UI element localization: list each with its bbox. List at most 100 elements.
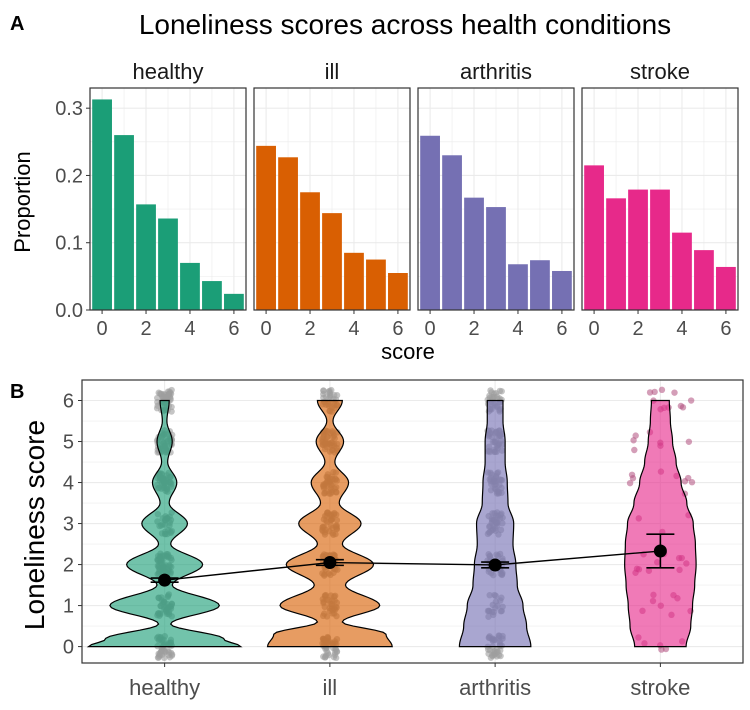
bar-ill-score-3 <box>322 213 342 310</box>
bar-healthy-score-1 <box>114 135 134 310</box>
bar-healthy-score-6 <box>224 293 244 310</box>
jitter-point <box>494 648 501 655</box>
facet-panels: healthy 0 2 4 6 ill 0 2 4 6 arthritis 0 2 4 6 stroke 0 2 4… <box>89 59 739 340</box>
x-tick-label-healthy: healthy <box>129 675 200 700</box>
x-tick-label: 2 <box>468 318 479 340</box>
jitter-point <box>161 648 168 655</box>
x-tick-label: 2 <box>632 318 643 340</box>
bar-arthritis-score-2 <box>464 197 484 310</box>
bar-healthy-score-3 <box>158 218 178 310</box>
facet-label-arthritis: arthritis <box>460 59 532 84</box>
y-tick-label: 0.1 <box>55 233 83 255</box>
y-tick-label: 1 <box>63 596 74 618</box>
jitter-point <box>493 653 501 660</box>
jitter-point <box>332 654 340 662</box>
bar-stroke-score-5 <box>694 250 714 310</box>
x-tick-label-arthritis: arthritis <box>459 675 531 700</box>
facet-arthritis: arthritis 0 2 4 6 <box>417 59 575 340</box>
facet-label-ill: ill <box>325 59 340 84</box>
y-tick-label: 3 <box>63 514 74 536</box>
chart-title: Loneliness scores across health conditio… <box>139 9 671 40</box>
x-tick-label: 6 <box>228 318 239 340</box>
bar-arthritis-score-5 <box>530 260 550 310</box>
jitter-point <box>628 471 636 478</box>
jitter-point <box>651 388 658 396</box>
y-tick-label: 5 <box>63 432 74 454</box>
x-tick-label: 2 <box>140 318 151 340</box>
y-axis-title-a: Proportion <box>10 151 35 253</box>
bar-ill-score-2 <box>300 192 320 310</box>
jitter-point <box>632 432 639 439</box>
violin-plot-border <box>81 379 744 664</box>
facet-border <box>581 87 739 311</box>
bar-stroke-score-1 <box>606 198 626 310</box>
x-tick-label: 0 <box>425 318 436 340</box>
x-tick-label: 6 <box>392 318 403 340</box>
facet-border <box>89 87 247 311</box>
bar-arthritis-score-4 <box>508 264 528 310</box>
jitter-point <box>326 394 333 401</box>
x-tick-label-stroke: stroke <box>630 675 690 700</box>
bar-arthritis-score-0 <box>420 135 440 310</box>
bar-arthritis-score-3 <box>486 207 506 310</box>
x-tick-label: 4 <box>676 318 687 340</box>
jitter-point <box>677 402 685 410</box>
y-tick-label: 2 <box>63 555 74 577</box>
x-tick-label: 6 <box>556 318 567 340</box>
mean-point-healthy <box>158 573 172 587</box>
bar-stroke-score-4 <box>672 232 692 310</box>
x-tick-label: 0 <box>97 318 108 340</box>
panel-b-label: B <box>10 381 24 403</box>
mean-markers <box>150 533 675 587</box>
facet-stroke: stroke 0 2 4 6 <box>581 59 739 340</box>
jitter-point <box>161 654 168 662</box>
y-tick-label: 0 <box>63 637 74 659</box>
bar-ill-score-4 <box>344 252 364 310</box>
facet-label-healthy: healthy <box>133 59 204 84</box>
bar-ill-score-6 <box>388 273 408 310</box>
bar-ill-score-0 <box>256 145 276 310</box>
jitter-point <box>684 474 692 482</box>
jitter-point <box>688 479 696 486</box>
panel-a: A Loneliness scores across health condit… <box>10 9 739 364</box>
jitter-point <box>687 397 695 404</box>
jitter-point <box>658 386 666 394</box>
jitter-point <box>167 390 175 398</box>
y-axis-title-b: Loneliness score <box>19 420 50 630</box>
y-tick-label: 0.0 <box>55 300 83 322</box>
jitter-point <box>685 438 693 445</box>
bar-stroke-score-2 <box>628 189 648 310</box>
x-tick-label: 0 <box>261 318 272 340</box>
x-axis-b: healthy ill arthritis stroke <box>129 663 690 700</box>
facet-border <box>417 87 575 311</box>
violins <box>86 399 697 648</box>
y-tick-label: 0.2 <box>55 165 83 187</box>
jitter-point <box>160 393 167 401</box>
jitter-point <box>156 650 163 658</box>
x-tick-label-ill: ill <box>323 675 338 700</box>
bar-ill-score-5 <box>366 259 386 310</box>
jitter-point <box>320 390 327 398</box>
bar-arthritis-score-6 <box>552 270 572 310</box>
y-axis-b: 0 1 2 3 4 5 6 <box>63 391 82 659</box>
jitter-point <box>498 388 505 395</box>
y-tick-label: 6 <box>63 391 74 413</box>
mean-point-stroke <box>653 544 667 558</box>
jitter-point <box>631 446 638 454</box>
jitter-point <box>333 648 340 655</box>
x-axis-title-a: score <box>381 339 435 364</box>
bar-stroke-score-6 <box>716 266 736 310</box>
jitter-point <box>662 645 670 653</box>
bar-stroke-score-3 <box>650 189 670 310</box>
bar-stroke-score-0 <box>584 165 604 310</box>
jitter-point <box>626 479 634 487</box>
facet-ill: ill 0 2 4 6 <box>253 59 411 340</box>
facet-label-stroke: stroke <box>630 59 690 84</box>
bar-healthy-score-5 <box>202 281 222 310</box>
violin-stroke <box>624 399 697 648</box>
facet-border <box>253 87 411 311</box>
x-tick-label: 4 <box>348 318 359 340</box>
y-axis-a: 0.0 0.1 0.2 0.3 <box>55 98 90 322</box>
bar-healthy-score-0 <box>92 99 112 310</box>
y-tick-label: 0.3 <box>55 98 83 120</box>
